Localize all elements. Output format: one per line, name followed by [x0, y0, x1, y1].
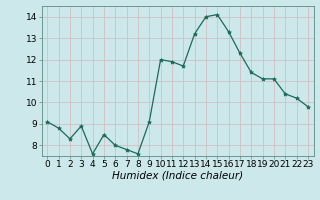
X-axis label: Humidex (Indice chaleur): Humidex (Indice chaleur) — [112, 171, 243, 181]
